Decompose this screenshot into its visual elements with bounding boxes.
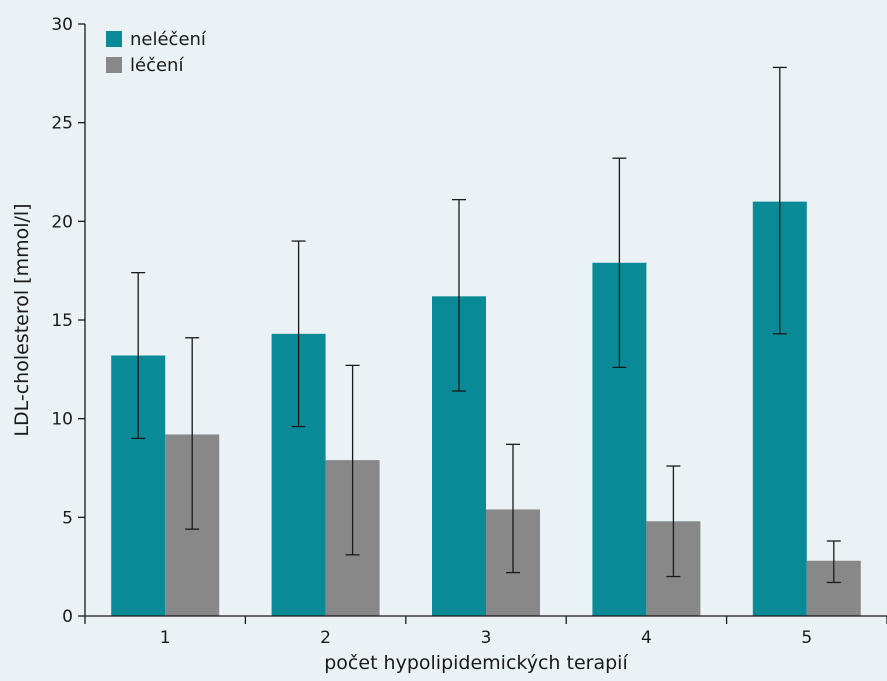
error-bars (131, 66, 841, 584)
y-tick-label-10: 10 (51, 410, 73, 430)
legend-label-treated: léčení (130, 55, 184, 76)
legend-swatch-untreated (106, 31, 122, 47)
x-tick-label-2: 2 (320, 628, 331, 648)
ticks: 0 5 10 15 20 25 30 1 2 3 4 5 (51, 15, 887, 648)
error-bar-untreated-4 (612, 157, 627, 369)
x-tick-label-3: 3 (481, 628, 492, 648)
plot-marks (111, 201, 861, 616)
error-bar-untreated-5 (772, 66, 787, 335)
y-tick-label-30: 30 (51, 15, 73, 35)
error-bar-treated-2 (345, 364, 360, 556)
x-tick-label-4: 4 (641, 628, 652, 648)
error-bar-treated-1 (185, 337, 200, 530)
error-bar-treated-5 (826, 540, 841, 584)
legend: neléčení léčení (106, 29, 207, 76)
error-bar-treated-3 (506, 443, 520, 574)
legend-label-untreated: neléčení (130, 29, 207, 50)
x-axis-label: počet hypolipidemických terapií (324, 652, 628, 674)
error-bar-untreated-3 (452, 198, 466, 392)
y-tick-label-0: 0 (62, 607, 73, 627)
error-bar-untreated-2 (291, 240, 306, 428)
y-tick-label-15: 15 (51, 311, 73, 331)
error-bar-untreated-1 (131, 271, 146, 440)
y-tick-label-20: 20 (51, 212, 73, 232)
y-axis-label: LDL-cholesterol [mmol/l] (11, 203, 33, 436)
y-tick-label-5: 5 (62, 508, 73, 528)
legend-swatch-treated (106, 57, 122, 73)
x-tick-label-5: 5 (801, 628, 812, 648)
y-tick-label-25: 25 (51, 114, 73, 134)
error-bar-treated-4 (666, 465, 681, 578)
x-tick-label-1: 1 (160, 628, 171, 648)
